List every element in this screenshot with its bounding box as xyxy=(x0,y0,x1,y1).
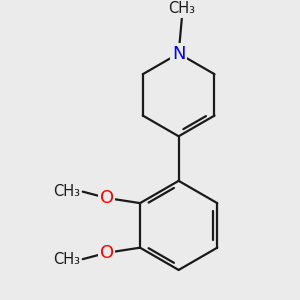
Text: CH₃: CH₃ xyxy=(53,252,80,267)
Text: O: O xyxy=(100,244,114,262)
Text: N: N xyxy=(172,44,185,62)
Text: CH₃: CH₃ xyxy=(53,184,80,199)
Text: CH₃: CH₃ xyxy=(168,1,195,16)
Text: O: O xyxy=(100,189,114,207)
